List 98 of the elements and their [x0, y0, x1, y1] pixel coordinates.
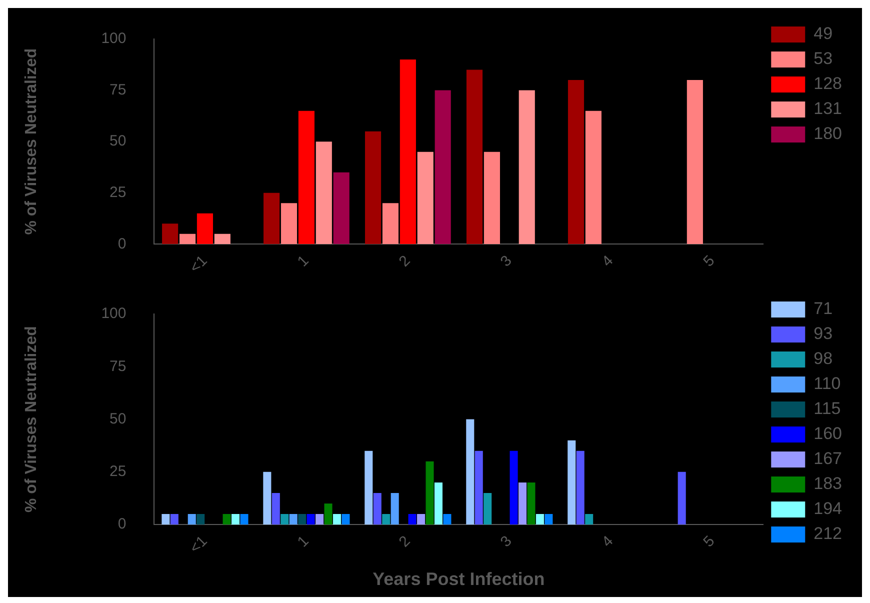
legend-label: 93 — [814, 324, 833, 344]
y-tick-label: 75 — [110, 81, 126, 98]
x-tick-label: <1 — [186, 532, 211, 557]
bar — [222, 514, 231, 525]
legend-label: 115 — [814, 399, 841, 418]
bar — [272, 492, 280, 525]
bar — [333, 172, 350, 244]
legend-label: 110 — [814, 374, 841, 394]
bar — [298, 514, 306, 525]
y-tick-label: 100 — [101, 30, 126, 48]
y-tick-label: 25 — [110, 463, 126, 480]
bar — [466, 419, 474, 525]
bar — [196, 514, 205, 525]
y-tick-label: 75 — [110, 358, 126, 375]
bar — [316, 142, 332, 244]
bar — [585, 514, 594, 525]
bar — [466, 70, 483, 244]
bar — [576, 450, 584, 525]
legend-label: 180 — [814, 124, 842, 144]
bar — [316, 514, 324, 525]
bar — [162, 224, 178, 244]
bar — [196, 213, 213, 244]
legend-label: 53 — [814, 49, 833, 68]
y-tick-label: 0 — [118, 516, 126, 533]
bar — [306, 514, 315, 525]
bar — [280, 203, 298, 244]
x-tick-label: <1 — [186, 252, 211, 276]
y-axis-title: % of Viruses Neutralized — [23, 48, 40, 235]
bar — [544, 514, 553, 525]
bar — [324, 504, 332, 525]
bar — [232, 514, 240, 525]
x-tick-label: 5 — [700, 532, 718, 551]
bar — [568, 80, 584, 244]
bar — [298, 110, 314, 244]
bar — [408, 514, 416, 525]
x-tick-label: 4 — [598, 532, 617, 551]
bar — [263, 472, 272, 525]
bar — [510, 450, 518, 525]
bar — [342, 514, 350, 525]
bar — [188, 514, 196, 525]
bar — [518, 90, 535, 244]
bar — [240, 514, 248, 525]
bar — [686, 80, 703, 244]
bar — [289, 514, 298, 525]
bar — [390, 492, 399, 525]
x-axis-title: Years Post Infection — [372, 569, 545, 590]
legend-label: 160 — [814, 424, 842, 444]
bar — [678, 472, 686, 525]
bar — [365, 131, 382, 244]
bar — [373, 492, 382, 525]
x-tick-label: 4 — [598, 252, 617, 270]
legend-label: 131 — [814, 99, 842, 118]
y-tick-label: 100 — [101, 305, 126, 322]
bar — [568, 440, 576, 525]
bar — [484, 152, 500, 244]
legend-label: 128 — [814, 74, 842, 94]
x-tick-label: 2 — [396, 252, 414, 270]
bar — [179, 234, 196, 244]
bar — [417, 514, 426, 525]
legend-label: 194 — [814, 499, 842, 518]
bar — [434, 482, 442, 525]
bar — [382, 514, 390, 525]
bar — [332, 514, 342, 525]
bar — [518, 482, 527, 525]
x-tick-label: 5 — [700, 252, 718, 270]
bar — [527, 482, 536, 525]
legend-label: 167 — [814, 449, 842, 468]
bar — [536, 514, 544, 525]
x-tick-label: 2 — [396, 532, 414, 551]
y-tick-label: 0 — [118, 235, 126, 252]
bar — [400, 60, 416, 244]
bar — [162, 514, 170, 525]
bar — [426, 461, 434, 525]
legend-label: 183 — [814, 474, 842, 494]
x-tick-label: 1 — [294, 252, 312, 270]
y-tick-label: 50 — [110, 132, 126, 150]
y-axis-title: % of Viruses Neutralized — [23, 326, 40, 513]
bar — [364, 450, 373, 525]
x-tick-label: 1 — [294, 532, 312, 551]
x-tick-label: 3 — [497, 252, 516, 270]
legend-label: 98 — [814, 349, 833, 368]
y-tick-label: 50 — [110, 410, 126, 428]
bar — [382, 203, 399, 244]
bar — [170, 514, 178, 525]
y-tick-label: 25 — [110, 184, 126, 202]
legend-label: 212 — [814, 524, 842, 544]
bar — [264, 192, 280, 244]
bar — [280, 514, 289, 525]
bar — [434, 90, 451, 244]
bar — [474, 450, 483, 525]
legend-label: 71 — [814, 299, 833, 318]
bar — [214, 234, 230, 244]
bar — [585, 110, 602, 244]
x-tick-label: 3 — [497, 532, 516, 551]
bar — [417, 152, 434, 244]
legend-label: 49 — [814, 24, 833, 44]
bar — [443, 514, 452, 525]
bar — [484, 492, 492, 525]
